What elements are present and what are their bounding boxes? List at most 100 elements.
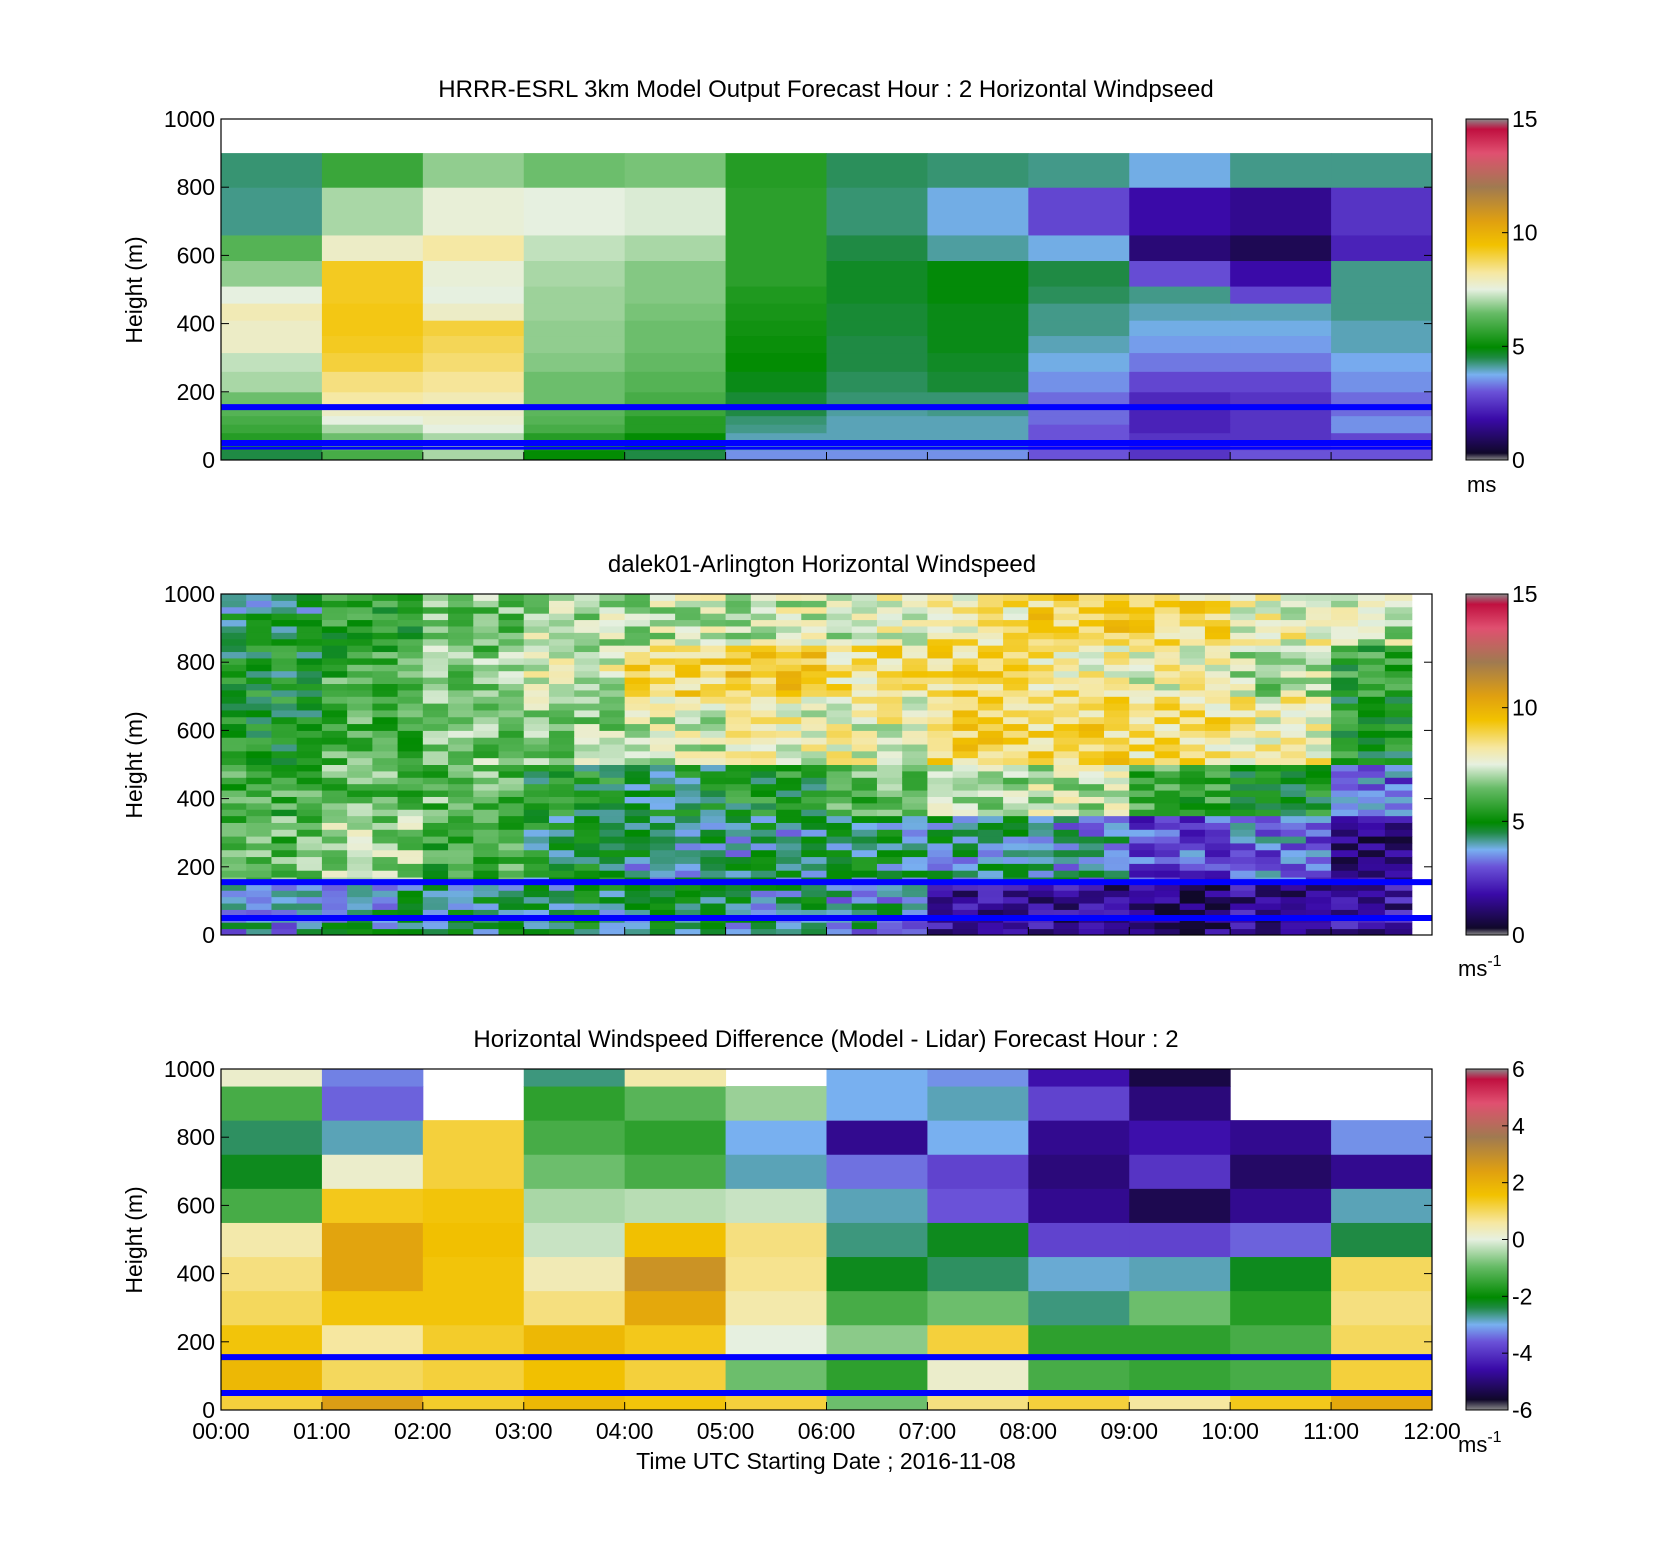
- heatmap-cell: [725, 234, 827, 262]
- heatmap-cell: [422, 903, 449, 910]
- heatmap-cell: [801, 696, 827, 704]
- heatmap-cell: [221, 689, 247, 697]
- heatmap-cell: [271, 750, 298, 759]
- heatmap-cell: [422, 802, 449, 810]
- heatmap-cell: [498, 809, 525, 817]
- heatmap-cell: [1078, 802, 1105, 810]
- heatmap-cell: [1357, 744, 1386, 752]
- panel-model: HRRR-ESRL 3km Model Output Forecast Hour…: [121, 76, 1538, 497]
- heatmap-cell: [296, 829, 323, 837]
- heatmap-cell: [927, 260, 1029, 287]
- heatmap-cell: [952, 849, 979, 858]
- heatmap-cell: [1384, 638, 1413, 646]
- heatmap-cell: [523, 391, 626, 408]
- heatmap-cell: [321, 594, 348, 601]
- heatmap-cell: [473, 849, 500, 858]
- panel-model-colorbar: [1465, 118, 1509, 461]
- heatmap-cell: [1104, 842, 1130, 851]
- heatmap-cell: [1078, 689, 1105, 697]
- heatmap-cell: [1357, 802, 1386, 810]
- heatmap-cell: [1331, 764, 1359, 772]
- y-tick-label: 400: [177, 311, 215, 337]
- heatmap-cell: [221, 903, 247, 910]
- heatmap-cell: [1331, 922, 1359, 930]
- heatmap-cell: [321, 600, 348, 608]
- heatmap-cell: [826, 815, 853, 823]
- heatmap-cell: [1204, 606, 1231, 614]
- heatmap-cell: [801, 619, 827, 627]
- heatmap-cell: [321, 432, 424, 442]
- heatmap-cell: [801, 750, 827, 759]
- heatmap-cell: [776, 883, 802, 891]
- heatmap-cell: [725, 842, 752, 851]
- heatmap-cell: [902, 737, 928, 745]
- heatmap-cell: [952, 802, 979, 810]
- heatmap-cell: [574, 922, 600, 930]
- heatmap-cell: [296, 863, 323, 871]
- heatmap-cell: [801, 922, 827, 930]
- heatmap-cell: [750, 757, 777, 765]
- heatmap-cell: [221, 320, 323, 337]
- heatmap-cell: [1204, 783, 1231, 791]
- heatmap-cell: [624, 903, 651, 910]
- heatmap-cell: [1003, 696, 1029, 704]
- heatmap-cell: [548, 703, 575, 711]
- heatmap-cell: [246, 790, 272, 797]
- heatmap-cell: [498, 737, 525, 745]
- heatmap-cell: [347, 619, 373, 627]
- heatmap-cell: [927, 842, 954, 851]
- heatmap-cell: [927, 1154, 1029, 1189]
- y-tick-label: 200: [177, 1329, 215, 1355]
- heatmap-cell: [1255, 909, 1282, 917]
- heatmap-cell: [1053, 815, 1080, 823]
- heatmap-cell: [1078, 770, 1105, 778]
- heatmap-cell: [902, 770, 928, 778]
- heatmap-cell: [523, 286, 626, 304]
- heatmap-cell: [1230, 664, 1256, 672]
- heatmap-cell: [1357, 594, 1386, 601]
- heatmap-cell: [675, 594, 701, 601]
- heatmap-cell: [296, 909, 323, 917]
- heatmap-cell: [397, 764, 424, 772]
- heatmap-cell: [271, 783, 298, 791]
- heatmap-cell: [1204, 670, 1231, 678]
- heatmap-cell: [851, 856, 878, 864]
- heatmap-cell: [523, 683, 550, 691]
- heatmap-cell: [876, 922, 903, 930]
- heatmap-cell: [776, 842, 802, 851]
- heatmap-cell: [902, 836, 928, 844]
- heatmap-cell: [1280, 757, 1307, 765]
- heatmap-cell: [776, 709, 802, 718]
- heatmap-cell: [927, 709, 954, 718]
- heatmap-cell: [548, 928, 575, 935]
- heatmap-cell: [1129, 1120, 1231, 1155]
- heatmap-cell: [1028, 922, 1055, 930]
- panel-difference-reference-lines: [221, 1354, 1432, 1396]
- heatmap-cell: [700, 809, 727, 817]
- heatmap-cell: [1078, 849, 1105, 858]
- heatmap-cell: [876, 613, 903, 621]
- heatmap-cell: [1154, 716, 1181, 725]
- heatmap-cell: [1154, 737, 1181, 745]
- heatmap-cell: [523, 689, 550, 697]
- heatmap-cell: [1003, 909, 1029, 917]
- heatmap-cell: [826, 922, 853, 930]
- heatmap-cell: [902, 744, 928, 752]
- heatmap-cell: [1280, 928, 1307, 935]
- heatmap-cell: [725, 670, 752, 678]
- heatmap-cell: [347, 670, 373, 678]
- heatmap-cell: [1255, 750, 1282, 759]
- heatmap-cell: [826, 1358, 928, 1391]
- heatmap-cell: [473, 757, 500, 765]
- heatmap-cell: [1331, 187, 1432, 236]
- heatmap-cell: [675, 600, 701, 608]
- heatmap-cell: [1305, 606, 1332, 614]
- heatmap-cell: [700, 890, 727, 898]
- heatmap-cell: [675, 802, 701, 810]
- heatmap-cell: [498, 783, 525, 791]
- heatmap-cell: [221, 260, 323, 287]
- heatmap-cell: [851, 744, 878, 752]
- heatmap-cell: [624, 723, 651, 731]
- heatmap-cell: [902, 883, 928, 891]
